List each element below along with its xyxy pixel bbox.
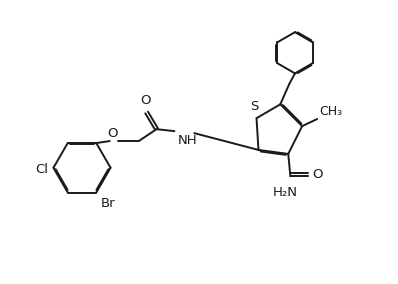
Text: S: S xyxy=(250,100,258,113)
Text: O: O xyxy=(108,127,118,140)
Text: Br: Br xyxy=(101,197,116,210)
Text: O: O xyxy=(312,168,322,181)
Text: NH: NH xyxy=(178,134,197,147)
Text: Cl: Cl xyxy=(36,163,49,176)
Text: CH₃: CH₃ xyxy=(319,105,342,118)
Text: O: O xyxy=(140,94,151,107)
Text: H₂N: H₂N xyxy=(273,186,298,199)
